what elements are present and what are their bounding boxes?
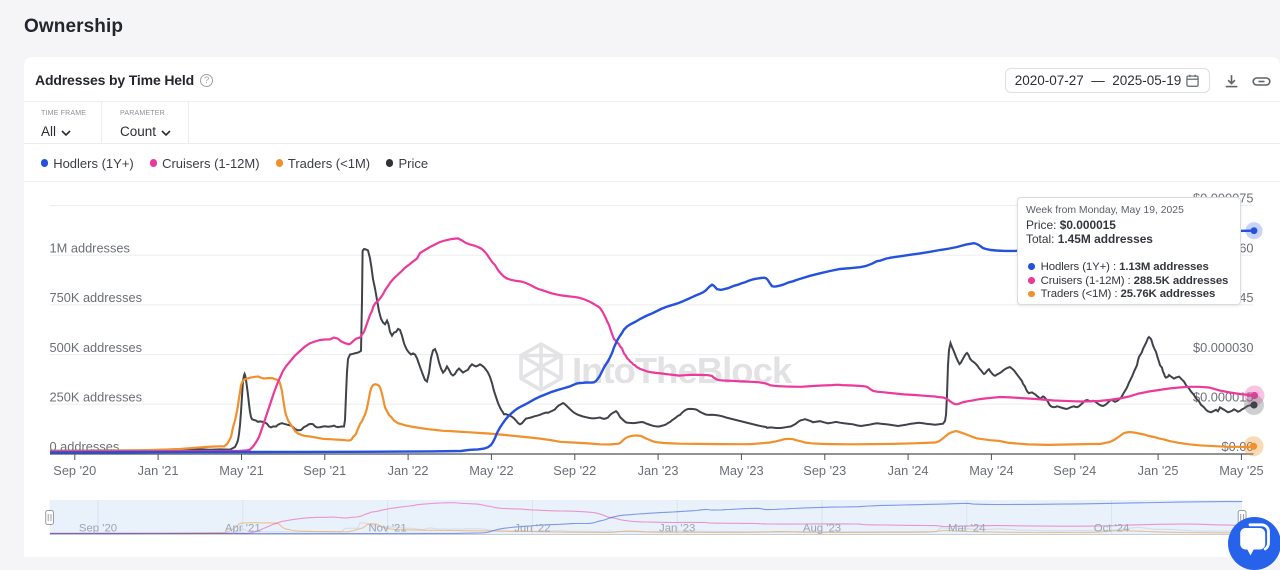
svg-text:May '23: May '23 — [719, 463, 763, 478]
svg-text:1M addresses: 1M addresses — [50, 240, 130, 255]
svg-text:750K addresses: 750K addresses — [50, 290, 142, 305]
svg-text:Jan '24: Jan '24 — [888, 463, 929, 478]
svg-text:Mar '24: Mar '24 — [948, 523, 986, 535]
svg-text:$0.000030: $0.000030 — [1193, 340, 1254, 355]
svg-text:Sep '24: Sep '24 — [1053, 463, 1096, 478]
svg-text:Sep '22: Sep '22 — [553, 463, 596, 478]
svg-text:250K addresses: 250K addresses — [50, 390, 142, 405]
svg-text:Sep '20: Sep '20 — [53, 463, 96, 478]
svg-text:Jan '21: Jan '21 — [138, 463, 179, 478]
svg-text:May '25: May '25 — [1219, 463, 1263, 478]
svg-text:Oct '24: Oct '24 — [1094, 523, 1130, 535]
svg-text:May '24: May '24 — [969, 463, 1013, 478]
svg-text:Jan '25: Jan '25 — [1138, 463, 1179, 478]
svg-text:May '21: May '21 — [219, 463, 263, 478]
svg-text:Nov '21: Nov '21 — [368, 523, 406, 535]
svg-text:Sep '20: Sep '20 — [79, 523, 117, 535]
svg-text:Jan '23: Jan '23 — [659, 523, 695, 535]
svg-text:500K addresses: 500K addresses — [50, 340, 142, 355]
svg-text:Sep '21: Sep '21 — [303, 463, 346, 478]
svg-text:Aug '23: Aug '23 — [803, 523, 841, 535]
svg-text:Jun '22: Jun '22 — [514, 523, 550, 535]
svg-text:Jan '23: Jan '23 — [638, 463, 679, 478]
svg-text:Jan '22: Jan '22 — [388, 463, 429, 478]
svg-text:IntoTheBlock: IntoTheBlock — [572, 350, 793, 391]
svg-text:Apr '21: Apr '21 — [225, 523, 261, 535]
svg-text:Sep '23: Sep '23 — [803, 463, 846, 478]
svg-text:May '22: May '22 — [469, 463, 513, 478]
